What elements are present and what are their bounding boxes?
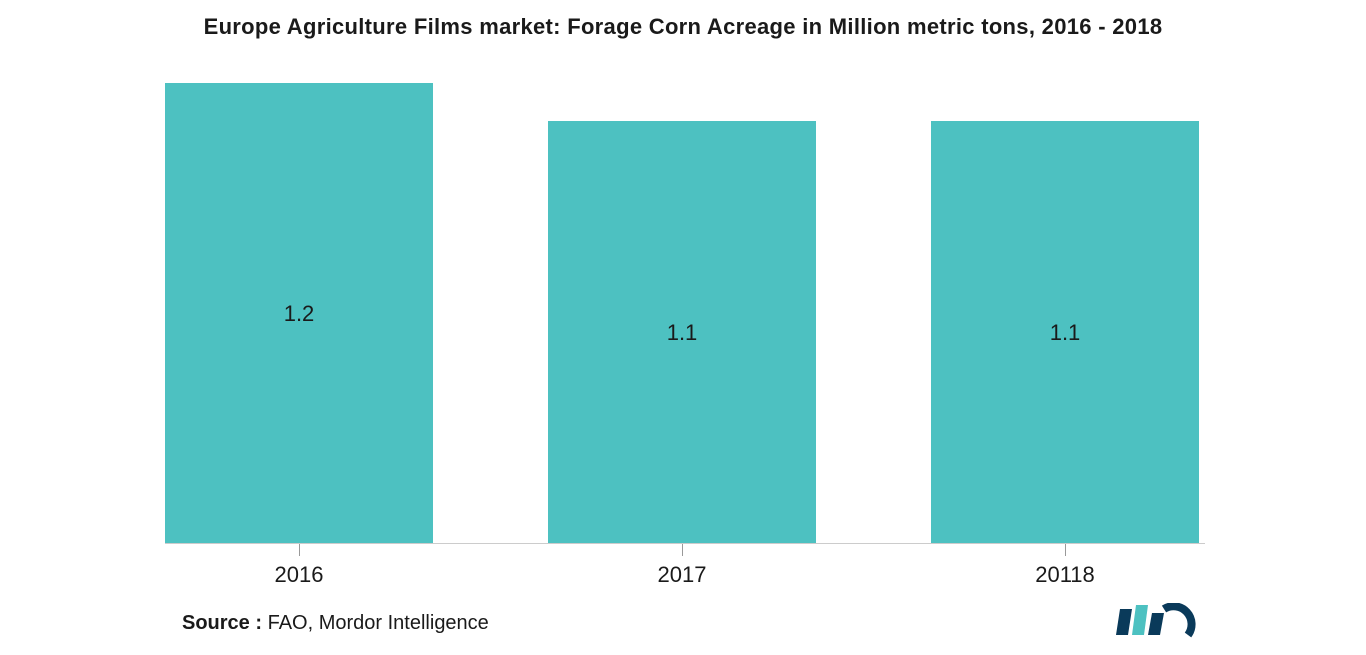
x-tick [299, 544, 300, 556]
bar-value-label: 1.2 [165, 301, 433, 327]
chart-title: Europe Agriculture Films market: Forage … [0, 14, 1366, 40]
source-attribution: Source : FAO, Mordor Intelligence [182, 612, 489, 635]
x-axis-label: 20118 [931, 562, 1199, 588]
chart-plot-area: 1.2 2016 1.1 2017 1.1 20118 [165, 84, 1205, 544]
bar-value-label: 1.1 [548, 320, 816, 346]
logo-arc [1164, 606, 1192, 635]
bar-value-label: 1.1 [931, 320, 1199, 346]
logo-bars [1116, 605, 1164, 635]
source-prefix: Source : [182, 612, 262, 634]
mordor-logo-icon [1114, 603, 1198, 641]
bar-2017: 1.1 [548, 121, 816, 543]
x-axis-label: 2017 [548, 562, 816, 588]
bar-2018: 1.1 [931, 121, 1199, 543]
x-tick [1065, 544, 1066, 556]
x-tick [682, 544, 683, 556]
source-text: FAO, Mordor Intelligence [268, 612, 489, 634]
bar-2016: 1.2 [165, 83, 433, 543]
x-axis-label: 2016 [165, 562, 433, 588]
